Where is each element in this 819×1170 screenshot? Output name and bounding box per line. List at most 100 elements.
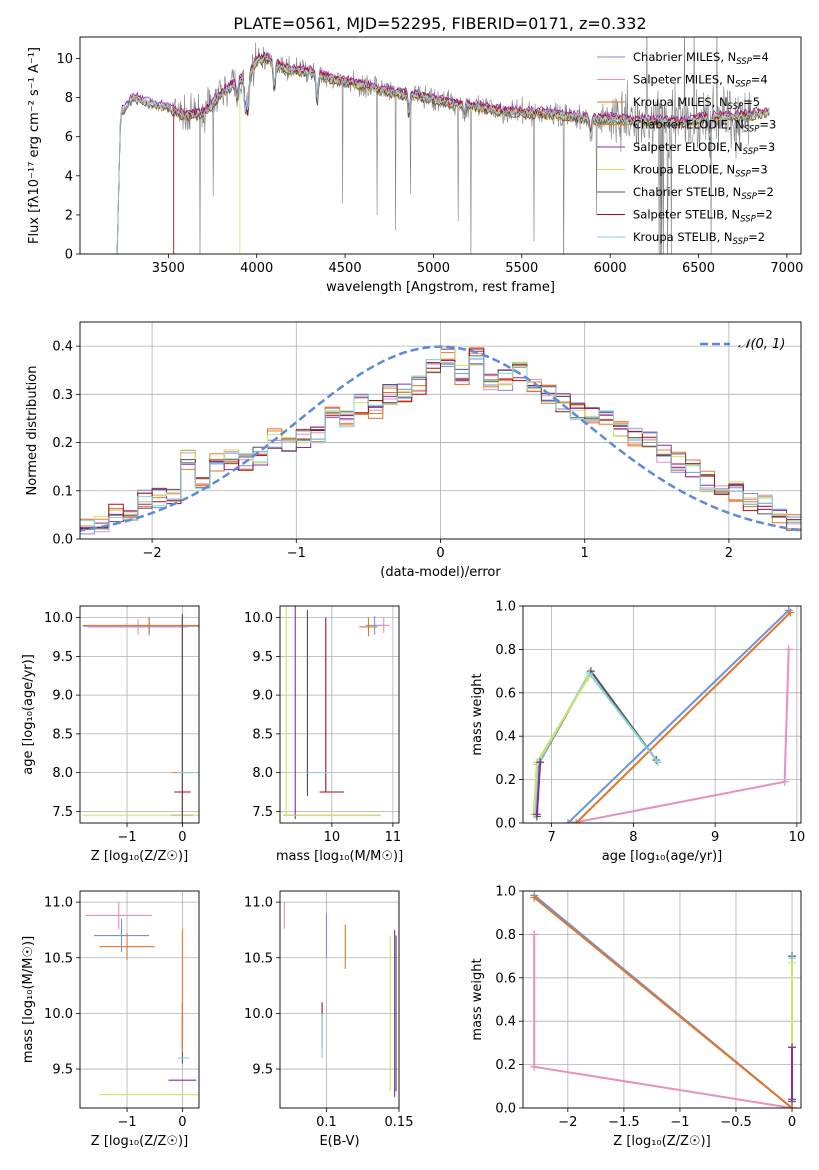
- plot-area: [85, 902, 199, 1096]
- age-vs-mass-panel: 10 11 7.5 8.0 8.5 9.0 9.5 10.0 mass [log₁₀(M/M☉)…: [244, 605, 403, 864]
- y-tick-label: 11.0: [44, 896, 73, 911]
- legend-nssp: =2: [757, 185, 774, 199]
- weight-marker-kroupa-miles: [572, 819, 581, 823]
- plot-area: [283, 902, 397, 1097]
- y-tick-label: 0.0: [495, 817, 516, 832]
- legend-subscript: SSP: [735, 80, 751, 90]
- y-axis-label: age [log₁₀(age/yr)]: [21, 654, 36, 775]
- plot-area: [82, 613, 199, 823]
- x-tick-label: −1: [670, 1115, 689, 1130]
- weight-marker-salpeter-elodie: [536, 758, 545, 767]
- y-tick-label: 8.5: [52, 727, 73, 742]
- legend-model-name: Chabrier STELIB, N: [633, 185, 741, 199]
- x-tick-label: 6500: [682, 261, 715, 276]
- legend-nssp: =3: [758, 140, 775, 154]
- weight-marker-kroupa-stelib: [653, 758, 662, 767]
- weight-line-chabrier-miles: [567, 609, 790, 823]
- residual-histogram-panel: −2 −1 0 1 2 0.0 0.1 0.2 0.3 0.4 (data-model)/error…: [25, 321, 802, 580]
- axis-ticks: 3500 4000 4500 5000 5500 6000 6500 7000 0 2 4 6 8 10: [56, 52, 803, 276]
- axes-frame: [522, 890, 802, 1109]
- x-tick-label: 0.1: [316, 1115, 337, 1130]
- axis-ticks: 10 11 7.5 8.0 8.5 9.0 9.5 10.0: [244, 611, 401, 845]
- y-tick-label: 10.5: [44, 951, 73, 966]
- x-tick-label: −1: [117, 830, 136, 845]
- legend-subscript: SSP: [735, 170, 751, 180]
- legend-subscript: SSP: [741, 192, 757, 202]
- legend-label-chabrier-stelib: Chabrier STELIB, NSSP=2: [633, 185, 774, 202]
- y-tick-label: 6: [65, 130, 73, 145]
- x-axis-label: (data-model)/error: [380, 565, 501, 580]
- x-tick-label: 7000: [770, 261, 803, 276]
- y-tick-label: 10.0: [44, 611, 73, 626]
- weight-vs-age-panel: 7 8 9 10 0.0 0.2 0.4 0.6 0.8 1.0 age [log₁₀(age/yr…: [470, 600, 805, 865]
- weight-marker-salpeter-miles: [780, 777, 789, 786]
- model-line-kroupa-miles: [116, 57, 770, 254]
- x-tick-label: 2: [725, 546, 733, 561]
- weight-marker-salpeter-elodie: [532, 810, 541, 819]
- x-tick-label: 5000: [417, 261, 450, 276]
- plot-area: [80, 345, 801, 535]
- y-tick-label: 0.2: [495, 773, 516, 788]
- legend-label-salpeter-stelib: Salpeter STELIB, NSSP=2: [633, 208, 773, 225]
- x-tick-label: 0: [178, 830, 186, 845]
- x-axis-label: Z [log₁₀(Z/Z☉)]: [613, 1134, 710, 1149]
- y-tick-label: 9.0: [252, 689, 273, 704]
- x-tick-label: −1: [117, 1115, 136, 1130]
- legend-model-name: Kroupa MILES, N: [633, 95, 728, 109]
- legend-nssp: =2: [756, 208, 773, 222]
- axes-frame: [79, 36, 802, 255]
- y-tick-label: 1.0: [495, 600, 516, 615]
- legend-subscript: SSP: [743, 147, 759, 157]
- x-tick-label: −1.5: [608, 1115, 640, 1130]
- x-tick-label: −2: [143, 546, 162, 561]
- x-axis-label: Z [log₁₀(Z/Z☉)]: [91, 1134, 188, 1149]
- legend-nssp: =4: [751, 73, 768, 87]
- weight-marker-chabrier-miles: [563, 819, 572, 823]
- legend-nssp: =3: [759, 118, 776, 132]
- y-tick-label: 11.0: [244, 896, 273, 911]
- y-axis-label: mass [log₁₀(M/M☉)]: [21, 936, 36, 1063]
- x-tick-label: 4500: [329, 261, 362, 276]
- y-tick-label: 9.0: [52, 689, 73, 704]
- y-tick-label: 4: [65, 169, 73, 184]
- weight-marker-kroupa-miles: [530, 893, 539, 902]
- weight-line-kroupa-elodie: [532, 677, 590, 815]
- y-tick-label: 10.0: [244, 611, 273, 626]
- axis-ticks: 0.1 0.15 9.5 10.0 10.5 11.0: [244, 896, 413, 1130]
- legend-label-kroupa-miles: Kroupa MILES, NSSP=5: [633, 95, 760, 112]
- weight-marker-salpeter-miles: [530, 930, 539, 939]
- y-tick-label: 0.4: [495, 730, 516, 745]
- y-tick-label: 0.6: [495, 971, 516, 986]
- y-axis-label: Flux [fλ10⁻¹⁷ erg cm⁻² s⁻¹ A⁻¹]: [27, 47, 42, 244]
- figure-title: PLATE=0561, MJD=52295, FIBERID=0171, z=0…: [233, 14, 646, 33]
- y-tick-label: 1.0: [495, 885, 516, 900]
- weight-line-kroupa-stelib: [534, 671, 659, 815]
- legend-subscript: SSP: [728, 102, 744, 112]
- legend-model-name: Kroupa ELODIE, N: [633, 163, 735, 177]
- x-axis-label: wavelength [Angstrom, rest frame]: [326, 280, 555, 295]
- y-tick-label: 8.0: [52, 766, 73, 781]
- y-axis-label: Normed distribution: [25, 366, 40, 496]
- legend-label-kroupa-elodie: Kroupa ELODIE, NSSP=3: [633, 163, 768, 180]
- plot-area: [116, 37, 770, 254]
- y-axis-label: mass weight: [470, 673, 485, 755]
- plot-area: [530, 891, 797, 1108]
- x-tick-label: −1: [287, 546, 306, 561]
- model-line-salpeter-elodie: [116, 51, 770, 251]
- legend-model-name: Salpeter MILES, N: [633, 73, 735, 87]
- weight-vs-metallicity-panel: −2 −1.5 −1 −0.5 0 0.0 0.2 0.4 0.6 0.8 1.0 Z [log₁₀(…: [470, 885, 802, 1149]
- histogram-salpeter-stelib: [80, 348, 801, 529]
- mass-vs-metallicity-panel: −1 0 9.5 10.0 10.5 11.0 Z [log₁₀(Z/Z☉)] mass [l…: [21, 890, 200, 1149]
- y-tick-label: 8.5: [252, 727, 273, 742]
- axis-ticks: −1 0 7.5 8.0 8.5 9.0 9.5 10.0: [44, 611, 186, 845]
- x-axis-label: age [log₁₀(age/yr)]: [602, 849, 723, 864]
- legend-model-name: Kroupa STELIB, N: [633, 230, 733, 244]
- weight-marker-salpeter-elodie: [788, 1043, 797, 1052]
- weight-marker-kroupa-stelib: [585, 669, 594, 678]
- axes-frame: [279, 605, 400, 824]
- axis-ticks: 7 8 9 10 0.0 0.2 0.4 0.6 0.8 1.0: [495, 600, 805, 846]
- legend-subscript: SSP: [740, 215, 756, 225]
- legend-label-kroupa-stelib: Kroupa STELIB, NSSP=2: [633, 230, 765, 247]
- y-tick-label: 0.6: [495, 686, 516, 701]
- legend-model-name: Salpeter STELIB, N: [633, 208, 740, 222]
